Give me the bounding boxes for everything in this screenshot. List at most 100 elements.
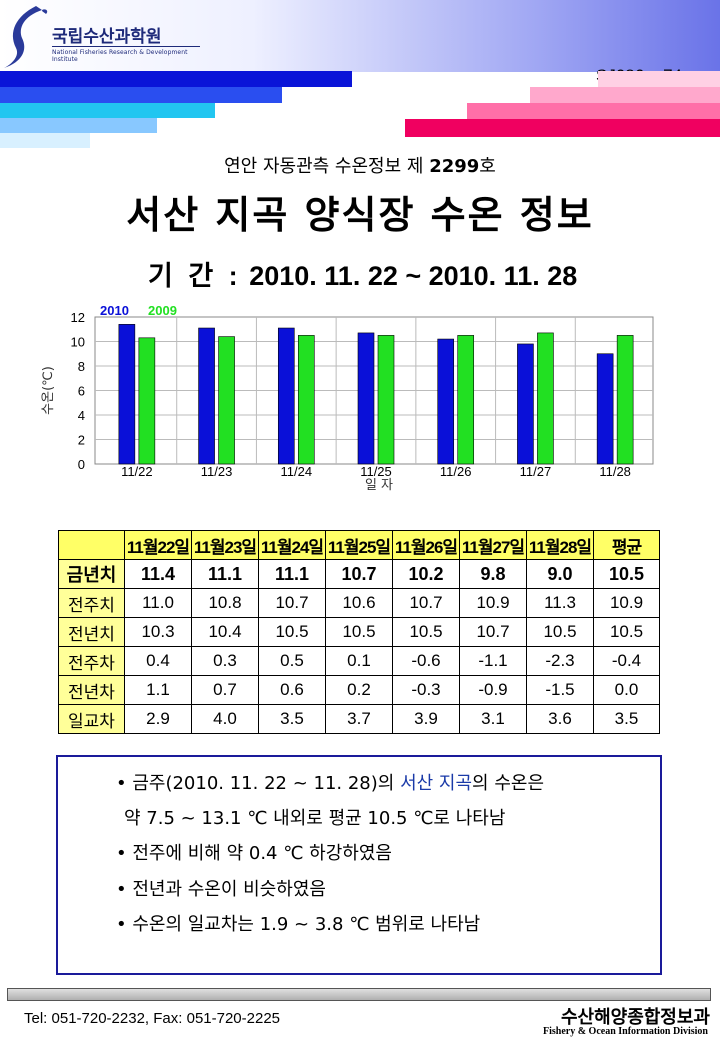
table-cell: 0.1: [325, 646, 393, 676]
table-row: 전년차 1.1 0.7 0.6 0.2 -0.3 -0.9 -1.5 0.0: [58, 675, 660, 705]
y-tick-label: 10: [71, 335, 85, 350]
y-tick-label: 4: [78, 408, 85, 423]
row-label: 금년치: [58, 559, 125, 589]
y-tick-label: 8: [78, 359, 85, 374]
report-subtitle: 연안 자동관측 수온정보 제 2299호: [0, 152, 720, 178]
row-label: 전년차: [58, 675, 125, 705]
bar-magenta: [405, 119, 720, 137]
table-cell: 2.9: [124, 704, 192, 734]
table-cell: 10.3: [124, 617, 192, 647]
bar-cyan-2: [0, 118, 157, 133]
table-cell: 0.6: [258, 675, 326, 705]
bar-pink-1: [598, 71, 720, 87]
table-cell: 10.5: [258, 617, 326, 647]
legend-2009: 2009: [148, 303, 177, 318]
header-cell: 11월26일: [392, 530, 460, 560]
subtitle-prefix: 연안 자동관측 수온정보 제: [224, 156, 424, 177]
header-cell: 11월27일: [459, 530, 527, 560]
row-label: 전주치: [58, 588, 125, 618]
bar-2010-11-28: [596, 353, 614, 465]
header-cell-average: 평균: [593, 530, 660, 560]
table-row: 전주치 11.0 10.8 10.7 10.6 10.7 10.9 11.3 10.9: [58, 588, 660, 618]
table-cell: -2.3: [526, 646, 594, 676]
table-cell: -0.6: [392, 646, 460, 676]
y-tick-label: 2: [78, 433, 85, 448]
table-cell: 10.9: [593, 588, 660, 618]
division-subtitle: Fishery & Ocean Information Division: [543, 1026, 708, 1037]
x-tick-label: 11/22: [121, 464, 153, 479]
table-cell: 10.8: [191, 588, 259, 618]
header-cell: 11월28일: [526, 530, 594, 560]
bar-2010-11-25: [357, 332, 375, 465]
subtitle-suffix: 호: [479, 156, 496, 177]
x-axis-label: 일 자: [365, 478, 393, 493]
y-tick-label: 6: [78, 384, 85, 399]
table-cell: 10.5: [593, 617, 660, 647]
table-cell: 0.4: [124, 646, 192, 676]
table-cell: 3.5: [258, 704, 326, 734]
table-cell: 10.7: [258, 588, 326, 618]
bar-pink-2: [530, 87, 720, 103]
table-cell: 10.7: [392, 588, 460, 618]
table-cell: 1.1: [124, 675, 192, 705]
table-cell: 10.7: [325, 559, 393, 589]
table-cell: 11.1: [258, 559, 326, 589]
y-tick-label: 12: [71, 310, 85, 325]
x-tick-label: 11/26: [440, 464, 472, 479]
header-cell: 11월22일: [124, 530, 192, 560]
table-cell: 10.5: [325, 617, 393, 647]
table-cell: 0.3: [191, 646, 259, 676]
summary-text: 의 수온은: [472, 773, 545, 794]
water-temperature-chart: 0 2 4 6 8 10 12 11/22 11/23 11/24 11/25 11/26 11/27 1…: [41, 303, 654, 493]
bar-2010-11-22: [118, 324, 136, 465]
bar-2010-11-24: [277, 327, 295, 465]
summary-line-2: 약 7.5 ~ 13.1 ℃ 내외로 평균 10.5 ℃로 나타남: [124, 808, 506, 829]
bar-2009-11-24: [297, 335, 315, 465]
table-cell: 9.0: [526, 559, 594, 589]
table-cell: 4.0: [191, 704, 259, 734]
logo-name: 국립수산과학원: [52, 27, 162, 47]
y-tick-label: 0: [78, 457, 85, 472]
period-value: 2010. 11. 22 ~ 2010. 11. 28: [249, 261, 578, 291]
table-cell: 11.4: [124, 559, 192, 589]
table-cell: 10.9: [459, 588, 527, 618]
fish-swoosh-icon: [4, 6, 48, 68]
header-gradient: [0, 0, 720, 72]
footer-bar: [7, 988, 711, 1001]
table-cell: 10.5: [526, 617, 594, 647]
table-cell: 0.2: [325, 675, 393, 705]
table-row: 일교차 2.9 4.0 3.5 3.7 3.9 3.1 3.6 3.5: [58, 704, 660, 734]
summary-location: 서산 지곡: [400, 773, 473, 794]
bar-cyan-3: [0, 133, 90, 148]
bar-2009-11-26: [457, 335, 475, 465]
table-cell: 3.5: [593, 704, 660, 734]
period-label: 기 간 :: [148, 261, 242, 291]
bar-pink-3: [467, 103, 720, 119]
logo-subtitle: National Fisheries Research & Developmen…: [52, 46, 200, 63]
temperature-table: 11월22일 11월23일 11월24일 11월25일 11월26일 11월27…: [58, 530, 660, 734]
bar-2009-11-22: [138, 337, 156, 465]
summary-box: • 금주(2010. 11. 22 ~ 11. 28)의 서산 지곡의 수온은 …: [56, 755, 662, 975]
summary-line-5: • 수온의 일교차는 1.9 ~ 3.8 ℃ 범위로 나타남: [116, 914, 481, 935]
summary-line-4: • 전년과 수온이 비슷하였음: [116, 879, 326, 900]
header-cell: 11월24일: [258, 530, 326, 560]
table-cell: 10.5: [392, 617, 460, 647]
table-corner-cell: [58, 530, 125, 560]
x-tick-label: 11/24: [280, 464, 312, 479]
table-cell: 10.4: [191, 617, 259, 647]
table-cell: -1.5: [526, 675, 594, 705]
bar-2009-11-28: [616, 335, 634, 465]
header-cell: 11월25일: [325, 530, 393, 560]
table-cell: -1.1: [459, 646, 527, 676]
table-cell: 11.0: [124, 588, 192, 618]
bar-cyan-1: [0, 103, 215, 118]
bar-2010-11-27: [517, 343, 534, 465]
bar-2009-11-23: [218, 336, 235, 465]
y-axis-label: 수온(℃): [41, 366, 56, 415]
table-cell: 10.5: [593, 559, 660, 589]
page-title: 서산 지곡 양식장 수온 정보: [126, 193, 594, 237]
table-cell: 3.1: [459, 704, 527, 734]
row-label: 전년치: [58, 617, 125, 647]
table-row: 전주차 0.4 0.3 0.5 0.1 -0.6 -1.1 -2.3 -0.4: [58, 646, 660, 676]
table-cell: 0.5: [258, 646, 326, 676]
